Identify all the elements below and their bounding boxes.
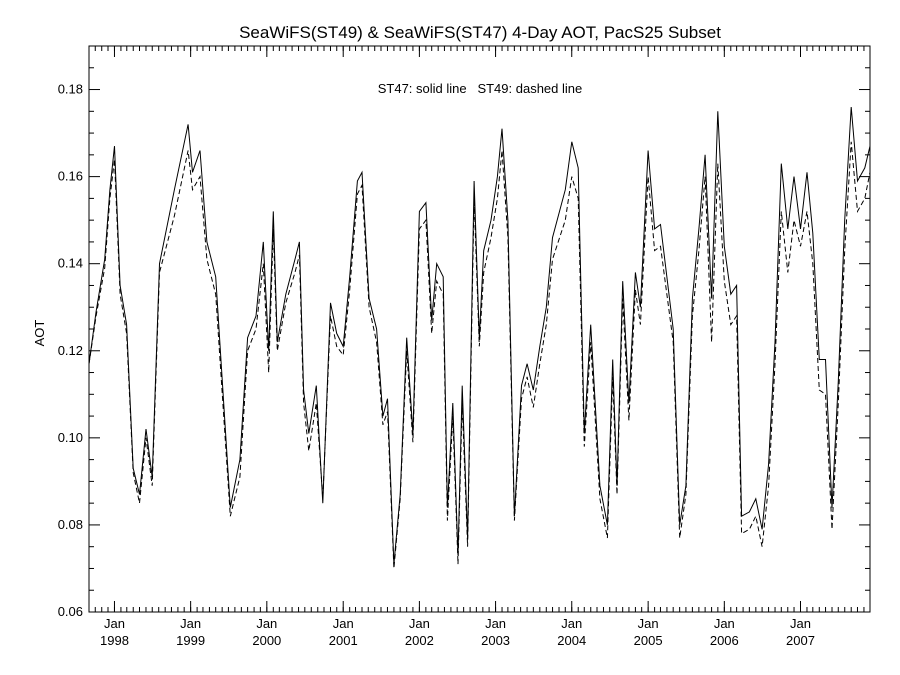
x-tick-month-label: Jan [333, 616, 354, 631]
x-tick-year-label: 2005 [634, 633, 663, 648]
y-tick-label: 0.10 [58, 430, 83, 445]
x-tick-year-label: 2003 [481, 633, 510, 648]
st49-dashed-line [88, 141, 871, 569]
x-tick-month-label: Jan [790, 616, 811, 631]
x-tick-month-label: Jan [485, 616, 506, 631]
y-tick-label: 0.16 [58, 169, 83, 184]
y-tick-label: 0.14 [58, 256, 83, 271]
y-tick-label: 0.06 [58, 604, 83, 619]
x-tick-year-label: 2001 [329, 633, 358, 648]
x-tick-month-label: Jan [561, 616, 582, 631]
line-style-annotation: ST47: solid line ST49: dashed line [378, 81, 583, 96]
x-tick-month-label: Jan [256, 616, 277, 631]
x-tick-year-label: 1998 [100, 633, 129, 648]
y-tick-label: 0.12 [58, 343, 83, 358]
x-tick-year-label: 2002 [405, 633, 434, 648]
x-tick-month-label: Jan [180, 616, 201, 631]
chart-title: SeaWiFS(ST49) & SeaWiFS(ST47) 4-Day AOT,… [239, 23, 721, 42]
x-tick-month-label: Jan [714, 616, 735, 631]
axis-ticks: 0.06 0.08 0.10 0.12 0.14 0.16 0.18 Jan 1998 Jan 19… [58, 45, 870, 648]
series-lines [88, 106, 871, 569]
x-tick-month-label: Jan [409, 616, 430, 631]
y-tick-label: 0.18 [58, 82, 83, 97]
x-tick-month-label: Jan [638, 616, 659, 631]
x-tick-year-label: 2007 [786, 633, 815, 648]
x-tick-year-label: 1999 [176, 633, 205, 648]
x-tick-year-label: 2004 [557, 633, 586, 648]
x-tick-month-label: Jan [104, 616, 125, 631]
y-tick-label: 0.08 [58, 517, 83, 532]
x-tick-year-label: 2006 [710, 633, 739, 648]
x-tick-year-label: 2000 [252, 633, 281, 648]
y-axis-label: AOT [32, 320, 47, 347]
st47-solid-line [88, 106, 871, 565]
